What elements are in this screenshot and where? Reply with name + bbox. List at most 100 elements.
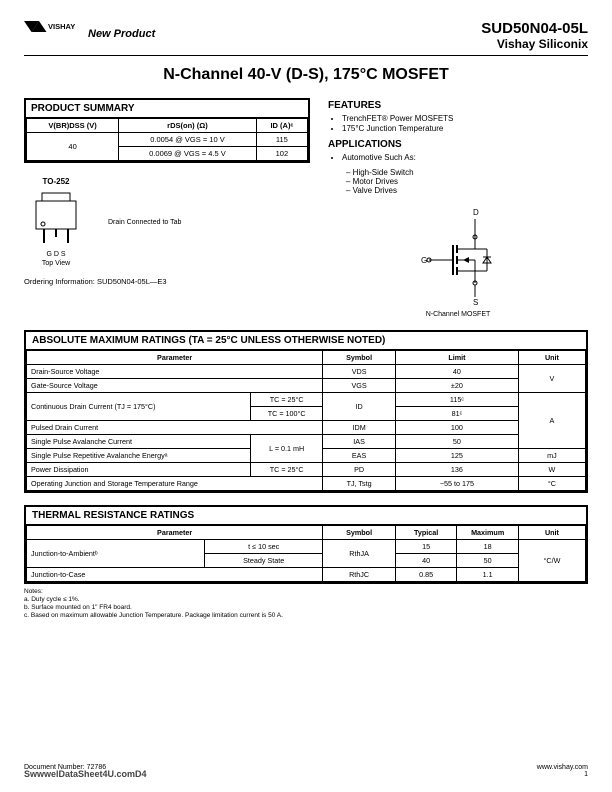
amr-r3c1: TC = 25°C <box>251 393 323 407</box>
note-c: c. Based on maximum allowable Junction T… <box>24 612 588 620</box>
amr-table: Parameter Symbol Limit Unit Drain-Source… <box>26 350 586 491</box>
summary-table: V(BR)DSS (V) rDS(on) (Ω) ID (A)ᶜ 40 0.00… <box>26 118 308 161</box>
amr-r4p: Pulsed Drain Current <box>27 421 323 435</box>
th-r1c2: Steady State <box>205 554 323 568</box>
amr-h-sym: Symbol <box>323 351 396 365</box>
amr-h-unit: Unit <box>518 351 585 365</box>
footer-right: www.vishay.com 1 <box>537 764 588 778</box>
mosfet-symbol-icon: D G <box>403 207 513 307</box>
notes-block: Notes: a. Duty cycle ≤ 1%. b. Surface mo… <box>24 588 588 621</box>
app-1a: High-Side Switch <box>346 168 588 177</box>
th-r1p: Junction-to-Ambientᵇ <box>27 540 205 568</box>
logo-block: VISHAY New Product <box>24 20 155 42</box>
td-i1: 115 <box>256 133 307 147</box>
th-h-typ: Typical <box>395 526 456 540</box>
features-head: FEATURES <box>328 100 588 111</box>
amr-r1s: VDS <box>323 365 396 379</box>
vishay-logo-icon: VISHAY <box>24 20 84 42</box>
amr-r8s: TJ, Tstg <box>323 477 396 491</box>
amr-r2p: Gate-Source Voltage <box>27 379 323 393</box>
thermal-table: Parameter Symbol Typical Maximum Unit Ju… <box>26 525 586 582</box>
amr-r5s: IAS <box>323 435 396 449</box>
amr-r7p: Power Dissipation <box>27 463 251 477</box>
apps-head: APPLICATIONS <box>328 139 588 150</box>
feature-2: 175°C Junction Temperature <box>342 124 588 133</box>
part-number: SUD50N04-05L <box>481 20 588 37</box>
td-i2: 102 <box>256 147 307 161</box>
amr-r4l: 100 <box>395 421 518 435</box>
page-title: N-Channel 40-V (D-S), 175°C MOSFET <box>24 66 588 84</box>
vishay-url: www.vishay.com <box>537 764 588 771</box>
app-1: Automotive Such As: <box>342 153 588 162</box>
symbol-caption: N-Channel MOSFET <box>328 311 588 318</box>
summary-title: PRODUCT SUMMARY <box>26 100 308 118</box>
th-h-sym: Symbol <box>323 526 396 540</box>
th-r2p: Junction-to-Case <box>27 568 323 582</box>
to252-icon <box>24 189 88 247</box>
amr-r3l2: 81ᶜ <box>395 407 518 421</box>
th-r1s: RthJA <box>323 540 396 568</box>
thermal-title: THERMAL RESISTANCE RATINGS <box>26 507 586 525</box>
apps-sublist: High-Side Switch Motor Drives Valve Driv… <box>328 168 588 195</box>
amr-r5p: Single Pulse Avalanche Current <box>27 435 251 449</box>
app-1c: Valve Drives <box>346 186 588 195</box>
pin-d-label: D <box>473 208 479 217</box>
svg-text:VISHAY: VISHAY <box>48 22 75 31</box>
apps-list: Automotive Such As: <box>328 153 588 162</box>
amr-r5c: L = 0.1 mH <box>251 435 323 463</box>
upper-right: FEATURES TrenchFET® Power MOSFETS 175°C … <box>328 98 588 318</box>
ordering-info: Ordering Information: SUD50N04-05L—E3 <box>24 277 310 286</box>
amr-r3c2: TC = 100°C <box>251 407 323 421</box>
pkg-label: TO-252 <box>24 177 88 186</box>
td-r1: 0.0054 @ VGS = 10 V <box>119 133 257 147</box>
drain-note: Drain Connected to Tab <box>108 219 181 226</box>
amr-r7s: PD <box>323 463 396 477</box>
page-header: VISHAY New Product SUD50N04-05L Vishay S… <box>24 20 588 56</box>
mosfet-symbol: D G <box>328 207 588 318</box>
amr-uv: V <box>518 365 585 393</box>
th-rds: rDS(on) (Ω) <box>119 119 257 133</box>
package-row: TO-252 G D S Top View Drain Connected to… <box>24 177 310 267</box>
app-1b: Motor Drives <box>346 177 588 186</box>
th-id: ID (A)ᶜ <box>256 119 307 133</box>
thermal-box: THERMAL RESISTANCE RATINGS Parameter Sym… <box>24 505 588 584</box>
upper-left: PRODUCT SUMMARY V(BR)DSS (V) rDS(on) (Ω)… <box>24 98 310 318</box>
amr-h-lim: Limit <box>395 351 518 365</box>
pin-s-label: S <box>473 298 478 307</box>
amr-r5l: 50 <box>395 435 518 449</box>
amr-r8l: −55 to 175 <box>395 477 518 491</box>
features-list: TrenchFET® Power MOSFETS 175°C Junction … <box>328 114 588 133</box>
amr-r8p: Operating Junction and Storage Temperatu… <box>27 477 323 491</box>
note-b: b. Surface mounted on 1" FR4 board. <box>24 604 588 612</box>
td-r2: 0.0069 @ VGS = 4.5 V <box>119 147 257 161</box>
amr-r7l: 136 <box>395 463 518 477</box>
feature-1: TrenchFET® Power MOSFETS <box>342 114 588 123</box>
th-r2s: RthJC <box>323 568 396 582</box>
th-h-param: Parameter <box>27 526 323 540</box>
amr-r7c: TC = 25°C <box>251 463 323 477</box>
topview-label: Top View <box>24 260 88 267</box>
amr-r3l1: 115ᶜ <box>395 393 518 407</box>
amr-r1l: 40 <box>395 365 518 379</box>
th-r1m1: 18 <box>457 540 518 554</box>
th-r1t2: 40 <box>395 554 456 568</box>
upper-section: PRODUCT SUMMARY V(BR)DSS (V) rDS(on) (Ω)… <box>24 98 588 318</box>
th-r1m2: 50 <box>457 554 518 568</box>
amr-r2l: ±20 <box>395 379 518 393</box>
pin-g-label: G <box>421 256 427 265</box>
th-vbr: V(BR)DSS (V) <box>27 119 119 133</box>
datasheet4u-watermark: SwwwelDataSheet4U.comD4 <box>24 769 147 779</box>
th-r2t: 0.85 <box>395 568 456 582</box>
th-h-unit: Unit <box>518 526 585 540</box>
page-number: 1 <box>537 771 588 778</box>
amr-uw: W <box>518 463 585 477</box>
amr-r3s: ID <box>323 393 396 421</box>
brand-name: Vishay Siliconix <box>481 37 588 51</box>
amr-r3p: Continuous Drain Current (TJ = 175°C) <box>27 393 251 421</box>
amr-r6p: Single Pulse Repetitive Avalanche Energy… <box>27 449 251 463</box>
amr-r4s: IDM <box>323 421 396 435</box>
th-r1t1: 15 <box>395 540 456 554</box>
package-drawing: TO-252 G D S Top View <box>24 177 88 267</box>
th-u: °C/W <box>518 540 585 582</box>
note-a: a. Duty cycle ≤ 1%. <box>24 596 588 604</box>
